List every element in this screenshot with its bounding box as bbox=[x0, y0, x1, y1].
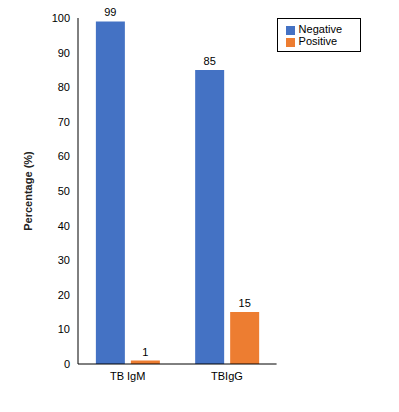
svg-text:60: 60 bbox=[58, 150, 70, 162]
svg-text:0: 0 bbox=[64, 358, 70, 370]
svg-text:Percentage (%): Percentage (%) bbox=[22, 151, 34, 231]
svg-text:15: 15 bbox=[239, 297, 251, 309]
svg-text:10: 10 bbox=[58, 323, 70, 335]
svg-text:20: 20 bbox=[58, 289, 70, 301]
svg-text:99: 99 bbox=[104, 8, 116, 18]
svg-text:85: 85 bbox=[204, 55, 216, 67]
html-text:Positive: Positive bbox=[298, 35, 338, 47]
svg-text:TB IgM: TB IgM bbox=[110, 370, 145, 382]
html-text:Negative: Negative bbox=[298, 23, 342, 35]
svg-text:80: 80 bbox=[58, 81, 70, 93]
svg-text:100: 100 bbox=[52, 12, 70, 24]
svg-text:30: 30 bbox=[58, 254, 70, 266]
svg-text:50: 50 bbox=[58, 185, 70, 197]
svg-text:70: 70 bbox=[58, 116, 70, 128]
svg-text:TBIgG: TBIgG bbox=[211, 370, 243, 382]
svg-text:1: 1 bbox=[142, 346, 148, 358]
svg-text:40: 40 bbox=[58, 220, 70, 232]
svg-text:90: 90 bbox=[58, 47, 70, 59]
